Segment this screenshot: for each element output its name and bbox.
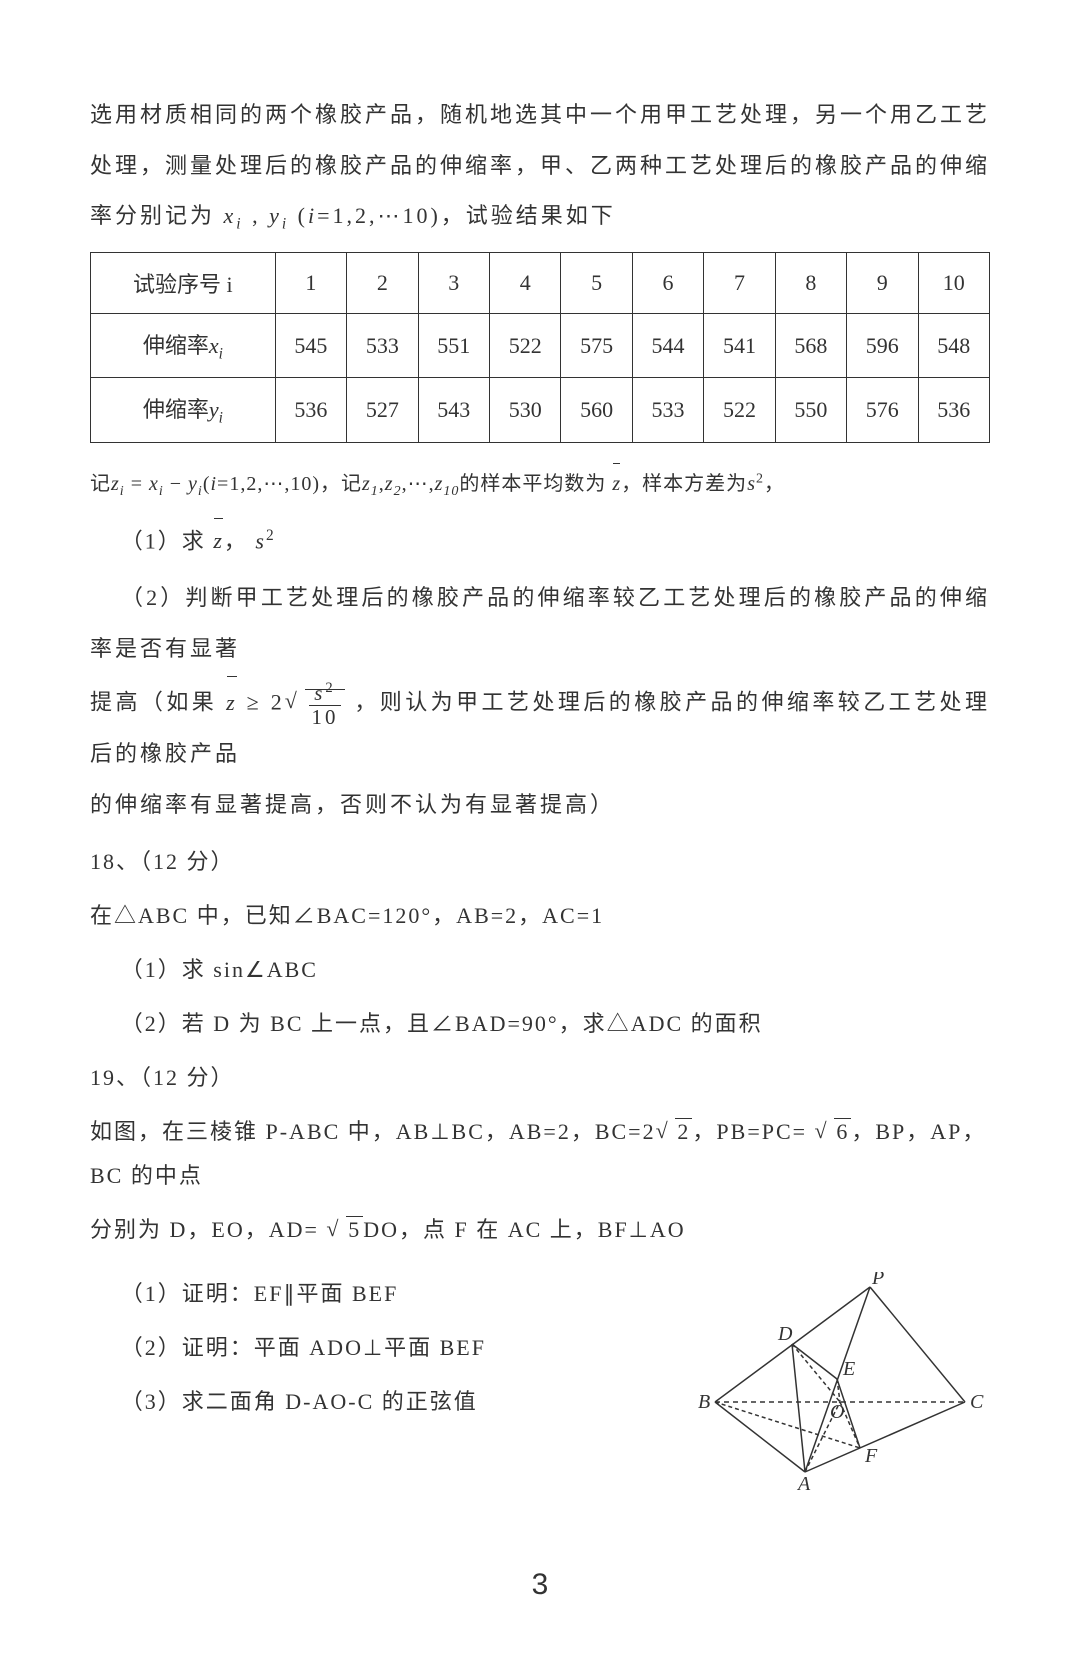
data-table: 试验序号 i 1 2 3 4 5 6 7 8 9 10 伸缩率xi 545 53… — [90, 252, 990, 443]
p19a2: ，PB=PC= — [692, 1119, 807, 1144]
q2-d: 的伸缩率有显著提高，否则不认为有显著提高） — [90, 792, 615, 817]
problem-19-line2: 分别为 D，EO，AD= 5DO，点 F 在 AC 上，BF⊥AO — [90, 1208, 990, 1252]
p19a1: 如图，在三棱锥 P-ABC 中，AB⊥BC，AB=2，BC=2 — [90, 1119, 656, 1144]
table-cell: 551 — [418, 314, 489, 378]
var-yi: yi — [269, 203, 289, 228]
table-cell: 522 — [489, 314, 560, 378]
fig-label-C: C — [970, 1391, 984, 1413]
question-2-line1: （2）判断甲工艺处理后的橡胶产品的伸缩率较乙工艺处理后的橡胶产品的伸缩率是否有显… — [90, 573, 990, 674]
table-cell: 522 — [704, 378, 775, 442]
table-cell: 530 — [489, 378, 560, 442]
problem-18-text: 在△ABC 中，已知∠BAC=120°，AB=2，AC=1 — [90, 903, 604, 928]
table-cell: 2 — [347, 253, 418, 314]
fig-label-A: A — [796, 1473, 811, 1492]
problem-19-sub2: （2）证明：平面 ADO⊥平面 BEF — [90, 1326, 680, 1370]
table-cell: 576 — [847, 378, 918, 442]
def-d: ，样本方差为 — [621, 473, 747, 495]
def-a: 记 — [90, 473, 111, 495]
page-number: 3 — [90, 1568, 990, 1602]
q1-text: （1）求 — [121, 528, 206, 553]
table-cell: 10 — [918, 253, 989, 314]
table-cell: 536 — [918, 378, 989, 442]
table-header-x: 伸缩率xi — [91, 314, 276, 378]
table-cell: 544 — [632, 314, 703, 378]
paragraph-intro: 选用材质相同的两个橡胶产品，随机地选其中一个用甲工艺处理，另一个用乙工艺处理，测… — [90, 90, 990, 242]
table-cell: 541 — [704, 314, 775, 378]
table-row: 试验序号 i 1 2 3 4 5 6 7 8 9 10 — [91, 253, 990, 314]
intro-text-2: ，试验结果如下 — [441, 203, 616, 228]
problem-19-figure-wrap: （1）证明：EF∥平面 BEF （2）证明：平面 ADO⊥平面 BEF （3）求… — [90, 1262, 990, 1498]
table-cell: 5 — [561, 253, 632, 314]
idx-range: (i=1,2,⋯10) — [298, 203, 441, 228]
q2-a: （2）判断甲工艺处理后的橡胶产品的伸缩率较乙工艺处理后的橡胶产品的伸缩率是否有显… — [90, 585, 990, 661]
table-cell: 4 — [489, 253, 560, 314]
q2-b: 提高（如果 — [90, 690, 217, 715]
problem-18-sub1: （1）求 sin∠ABC — [90, 948, 990, 992]
problem-18-sub2: （2）若 D 为 BC 上一点，且∠BAD=90°，求△ADC 的面积 — [90, 1002, 990, 1046]
table-cell: 548 — [918, 314, 989, 378]
table-row: 伸缩率xi 545 533 551 522 575 544 541 568 59… — [91, 314, 990, 378]
table-cell: 8 — [775, 253, 846, 314]
fig-label-P: P — [871, 1272, 884, 1289]
fig-label-B: B — [698, 1391, 710, 1413]
table-cell: 9 — [847, 253, 918, 314]
table-cell: 7 — [704, 253, 775, 314]
problem-19-sub3: （3）求二面角 D-AO-C 的正弦值 — [90, 1380, 680, 1424]
fig-label-O: O — [830, 1401, 844, 1423]
table-cell: 543 — [418, 378, 489, 442]
table-cell: 596 — [847, 314, 918, 378]
table-cell: 533 — [632, 378, 703, 442]
fig-label-F: F — [864, 1445, 878, 1467]
table-cell: 560 — [561, 378, 632, 442]
table-cell: 568 — [775, 314, 846, 378]
definitions: 记zi = xi − yi(i=1,2,⋯,10)，记z1,z2,⋯,z10的样… — [90, 461, 990, 506]
question-2-line2: 提高（如果 z ≥ 2s210 ，则认为甲工艺处理后的橡胶产品的伸缩率较乙工艺处… — [90, 674, 990, 779]
table-cell: 545 — [275, 314, 346, 378]
problem-19-heading: 19、（12 分） — [90, 1056, 990, 1100]
question-2-line3: 的伸缩率有显著提高，否则不认为有显著提高） — [90, 780, 990, 831]
q2-c: ，则认为甲工艺处理后的橡胶产品的伸缩率较乙工艺处理后的橡胶产品 — [90, 690, 990, 766]
problem-18-heading: 18、（12 分） — [90, 840, 990, 884]
tetrahedron-figure: P A B C D E O F — [690, 1272, 990, 1492]
table-row: 伸缩率yi 536 527 543 530 560 533 522 550 57… — [91, 378, 990, 442]
fig-label-D: D — [777, 1323, 793, 1345]
comma-1: , — [252, 203, 261, 228]
table-header-trial: 试验序号 i — [91, 253, 276, 314]
def-b: ，记 — [320, 473, 362, 495]
problem-18-body: 在△ABC 中，已知∠BAC=120°，AB=2，AC=1 — [90, 894, 990, 938]
table-cell: 550 — [775, 378, 846, 442]
question-1: （1）求 z， s2 — [90, 516, 990, 563]
table-cell: 1 — [275, 253, 346, 314]
table-header-y: 伸缩率yi — [91, 378, 276, 442]
table-cell: 3 — [418, 253, 489, 314]
def-c: 的样本平均数为 — [459, 473, 606, 495]
table-cell: 536 — [275, 378, 346, 442]
var-xi: xi — [224, 203, 244, 228]
table-cell: 527 — [347, 378, 418, 442]
fig-label-E: E — [842, 1358, 855, 1380]
p19b1: 分别为 D，EO，AD= — [90, 1217, 319, 1242]
problem-19-sub1: （1）证明：EF∥平面 BEF — [90, 1272, 680, 1316]
table-cell: 533 — [347, 314, 418, 378]
table-cell: 575 — [561, 314, 632, 378]
p19b2: DO，点 F 在 AC 上，BF⊥AO — [363, 1217, 685, 1242]
problem-19-line1: 如图，在三棱锥 P-ABC 中，AB⊥BC，AB=2，BC=22，PB=PC= … — [90, 1110, 990, 1198]
table-cell: 6 — [632, 253, 703, 314]
